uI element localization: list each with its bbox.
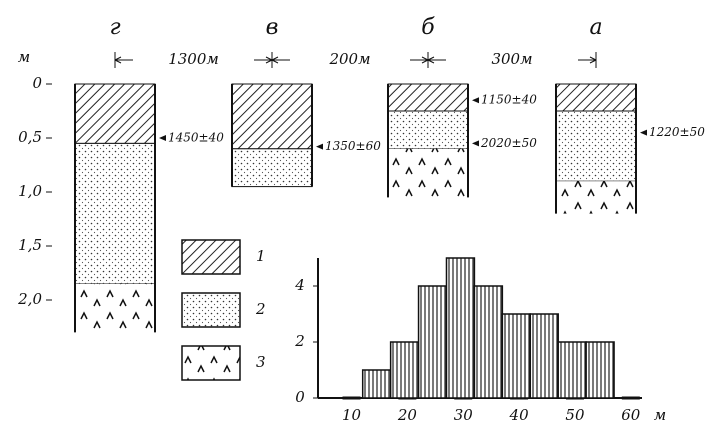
depth-tick-label: 1,5 bbox=[18, 236, 42, 254]
legend-label: 2 bbox=[255, 300, 266, 318]
x-axis-label: м bbox=[654, 406, 666, 424]
y-tick-label: 0 bbox=[295, 388, 305, 406]
x-tick-label: 60 bbox=[621, 406, 641, 424]
bar bbox=[446, 258, 474, 398]
bar bbox=[419, 286, 447, 398]
layer bbox=[75, 143, 155, 283]
column-label: б bbox=[421, 15, 435, 40]
date-label: 1220±50 bbox=[649, 125, 705, 139]
date-marker bbox=[640, 130, 647, 136]
bar bbox=[586, 342, 614, 398]
depth-tick-label: 1,0 bbox=[18, 182, 42, 200]
column-label: в bbox=[266, 15, 279, 40]
date-label: 2020±50 bbox=[480, 136, 537, 150]
date-label: 1350±60 bbox=[325, 139, 381, 153]
date-marker bbox=[159, 135, 166, 141]
bar bbox=[530, 314, 558, 398]
column-label: а bbox=[589, 15, 602, 40]
date-label: 1450±40 bbox=[168, 131, 224, 145]
depth-tick-label: 0 bbox=[32, 74, 42, 92]
y-tick-label: 2 bbox=[294, 332, 305, 350]
layer bbox=[232, 149, 312, 187]
layer bbox=[75, 284, 155, 333]
x-tick-label: 50 bbox=[565, 406, 585, 424]
legend-label: 3 bbox=[256, 353, 266, 371]
depth-unit: м bbox=[18, 48, 30, 66]
x-tick-label: 30 bbox=[454, 406, 474, 424]
bar bbox=[474, 286, 502, 398]
legend-swatch bbox=[182, 293, 240, 327]
bar bbox=[391, 342, 419, 398]
date-marker bbox=[316, 144, 323, 150]
x-tick-label: 10 bbox=[342, 406, 362, 424]
legend-swatch bbox=[182, 240, 240, 274]
layer bbox=[232, 84, 312, 149]
layer bbox=[556, 111, 636, 181]
column-label: г bbox=[109, 15, 120, 40]
distance-label: 1300м bbox=[168, 50, 219, 68]
date-label: 1150±40 bbox=[481, 93, 537, 107]
x-tick-label: 40 bbox=[509, 406, 530, 424]
date-marker bbox=[472, 140, 479, 146]
distance-label: 200м bbox=[328, 50, 370, 68]
y-tick-label: 4 bbox=[294, 276, 305, 294]
figure: м00,51,01,52,0г1450±40в1350±60б1150±4020… bbox=[0, 0, 728, 434]
layer bbox=[75, 84, 155, 143]
layer bbox=[556, 181, 636, 213]
x-tick-label: 20 bbox=[397, 406, 418, 424]
legend-swatch bbox=[182, 346, 240, 380]
bar bbox=[363, 370, 391, 398]
layer bbox=[388, 84, 468, 111]
layer bbox=[388, 149, 468, 198]
depth-tick-label: 0,5 bbox=[18, 128, 42, 146]
date-marker bbox=[472, 97, 479, 103]
bar bbox=[502, 314, 530, 398]
layer bbox=[388, 111, 468, 149]
distance-label: 300м bbox=[491, 50, 532, 68]
depth-tick-label: 2,0 bbox=[17, 290, 42, 308]
layer bbox=[556, 84, 636, 111]
bar bbox=[558, 342, 586, 398]
legend-label: 1 bbox=[256, 247, 266, 265]
